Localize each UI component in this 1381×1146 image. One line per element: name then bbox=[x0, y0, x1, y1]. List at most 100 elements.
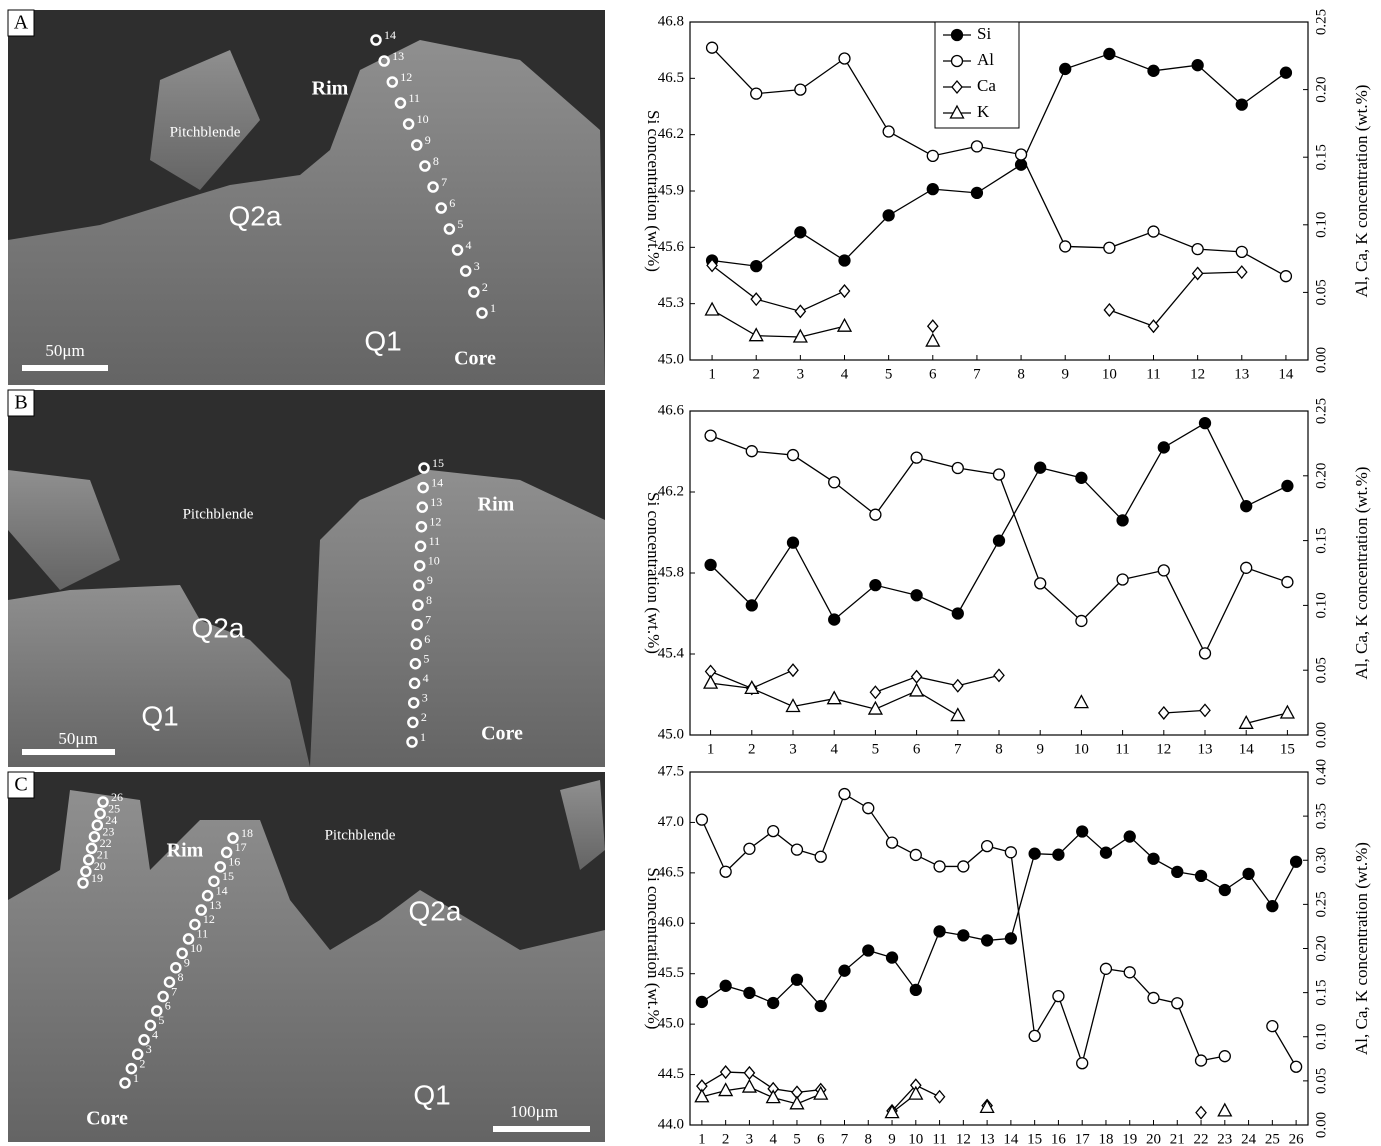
scale-bar-label: 50μm bbox=[45, 341, 84, 360]
x-tick-label: 9 bbox=[1061, 366, 1069, 382]
x-tick-label: 13 bbox=[980, 1131, 995, 1146]
data-point bbox=[992, 534, 1006, 547]
analysis-spot bbox=[208, 875, 220, 887]
spot-number: 14 bbox=[431, 475, 443, 489]
analysis-spot bbox=[88, 830, 101, 843]
analysis-spot bbox=[85, 842, 98, 855]
data-point bbox=[1218, 1050, 1231, 1063]
analysis-spot bbox=[195, 904, 207, 916]
data-point bbox=[1075, 614, 1088, 628]
spot-number: 2 bbox=[421, 710, 427, 724]
data-point bbox=[882, 209, 895, 222]
data-point bbox=[794, 83, 807, 96]
data-point bbox=[1076, 825, 1089, 838]
x-tick-label: 2 bbox=[752, 366, 760, 382]
data-point bbox=[933, 860, 946, 873]
x-tick-label: 24 bbox=[1241, 1131, 1257, 1146]
data-point bbox=[750, 259, 763, 273]
data-point bbox=[838, 284, 851, 299]
data-point bbox=[926, 319, 939, 334]
legend-label: Al bbox=[977, 50, 994, 69]
data-point bbox=[704, 558, 717, 572]
x-tick-label: 10 bbox=[1102, 366, 1117, 382]
data-point bbox=[1194, 869, 1208, 883]
scale-bar-label: 50μm bbox=[58, 729, 97, 748]
panel-letter: C bbox=[14, 774, 27, 796]
data-point bbox=[1217, 1102, 1233, 1117]
data-point bbox=[957, 860, 970, 873]
data-point bbox=[828, 613, 841, 626]
x-tick-label: 13 bbox=[1234, 366, 1249, 382]
x-tick-label: 8 bbox=[865, 1131, 873, 1146]
data-point bbox=[1242, 867, 1255, 881]
data-point bbox=[1194, 1054, 1208, 1067]
x-tick-label: 7 bbox=[973, 366, 981, 382]
spot-number: 12 bbox=[203, 912, 215, 926]
data-point bbox=[695, 813, 709, 826]
spot-number: 26 bbox=[111, 790, 123, 804]
data-point bbox=[1266, 899, 1279, 913]
spot-number: 7 bbox=[425, 612, 431, 626]
legend-marker bbox=[951, 79, 963, 95]
x-tick-label: 12 bbox=[1156, 741, 1171, 757]
x-tick-label: 5 bbox=[885, 366, 893, 382]
x-tick-label: 5 bbox=[793, 1131, 801, 1146]
data-point bbox=[933, 925, 946, 938]
analysis-spot bbox=[443, 223, 456, 235]
data-point bbox=[1218, 883, 1231, 897]
data-point bbox=[957, 929, 970, 942]
data-point bbox=[695, 995, 709, 1009]
x-tick-label: 4 bbox=[830, 741, 838, 757]
y2-tick-label: 0.35 bbox=[1313, 803, 1329, 829]
spot-number: 18 bbox=[241, 826, 253, 840]
analysis-spot bbox=[417, 481, 429, 494]
data-point bbox=[1034, 461, 1047, 474]
image-label: Rim bbox=[478, 494, 515, 516]
data-point bbox=[869, 508, 882, 521]
x-tick-label: 14 bbox=[1278, 366, 1294, 382]
data-point bbox=[1116, 514, 1129, 527]
x-tick-label: 21 bbox=[1170, 1131, 1185, 1146]
y-tick-label: 45.0 bbox=[658, 726, 684, 742]
legend-marker bbox=[950, 54, 964, 68]
analysis-spot bbox=[163, 976, 176, 988]
image-label: Core bbox=[86, 1108, 128, 1130]
data-point bbox=[1238, 714, 1254, 729]
data-point bbox=[885, 836, 899, 849]
analysis-spot bbox=[220, 846, 233, 859]
image-label: Pitchblende bbox=[170, 124, 241, 140]
spot-number: 10 bbox=[190, 941, 202, 955]
data-point bbox=[926, 149, 939, 162]
analysis-spot bbox=[394, 97, 407, 109]
spot-number: 6 bbox=[424, 632, 430, 646]
analysis-spot bbox=[418, 462, 430, 474]
y-tick-label: 46.5 bbox=[658, 70, 684, 86]
data-point bbox=[838, 52, 851, 65]
data-point bbox=[980, 839, 994, 853]
y2-tick-label: 0.20 bbox=[1313, 76, 1329, 102]
spot-number: 3 bbox=[146, 1042, 152, 1056]
data-point bbox=[1147, 991, 1160, 1005]
spot-number: 15 bbox=[432, 456, 444, 470]
y2-tick-label: 0.00 bbox=[1313, 347, 1329, 373]
data-point bbox=[1281, 575, 1294, 589]
data-point bbox=[1034, 577, 1047, 590]
image-label: Q2a bbox=[192, 612, 245, 643]
data-point bbox=[1052, 848, 1065, 861]
panel-letter-box bbox=[7, 9, 35, 37]
spot-number: 8 bbox=[433, 154, 439, 168]
data-point bbox=[1195, 1105, 1207, 1120]
data-point bbox=[1235, 245, 1248, 258]
y2-tick-label: 0.25 bbox=[1313, 891, 1329, 917]
x-tick-label: 8 bbox=[995, 741, 1003, 757]
spot-number: 25 bbox=[108, 801, 120, 815]
data-point bbox=[1157, 564, 1170, 577]
y2-tick-label: 0.05 bbox=[1313, 1068, 1329, 1094]
y-tick-label: 47.5 bbox=[658, 763, 684, 779]
analysis-spot bbox=[386, 76, 399, 88]
quartz-zone bbox=[560, 780, 605, 870]
spot-number: 9 bbox=[425, 133, 431, 147]
x-tick-label: 9 bbox=[1036, 741, 1044, 757]
quartz-zone bbox=[8, 40, 605, 385]
